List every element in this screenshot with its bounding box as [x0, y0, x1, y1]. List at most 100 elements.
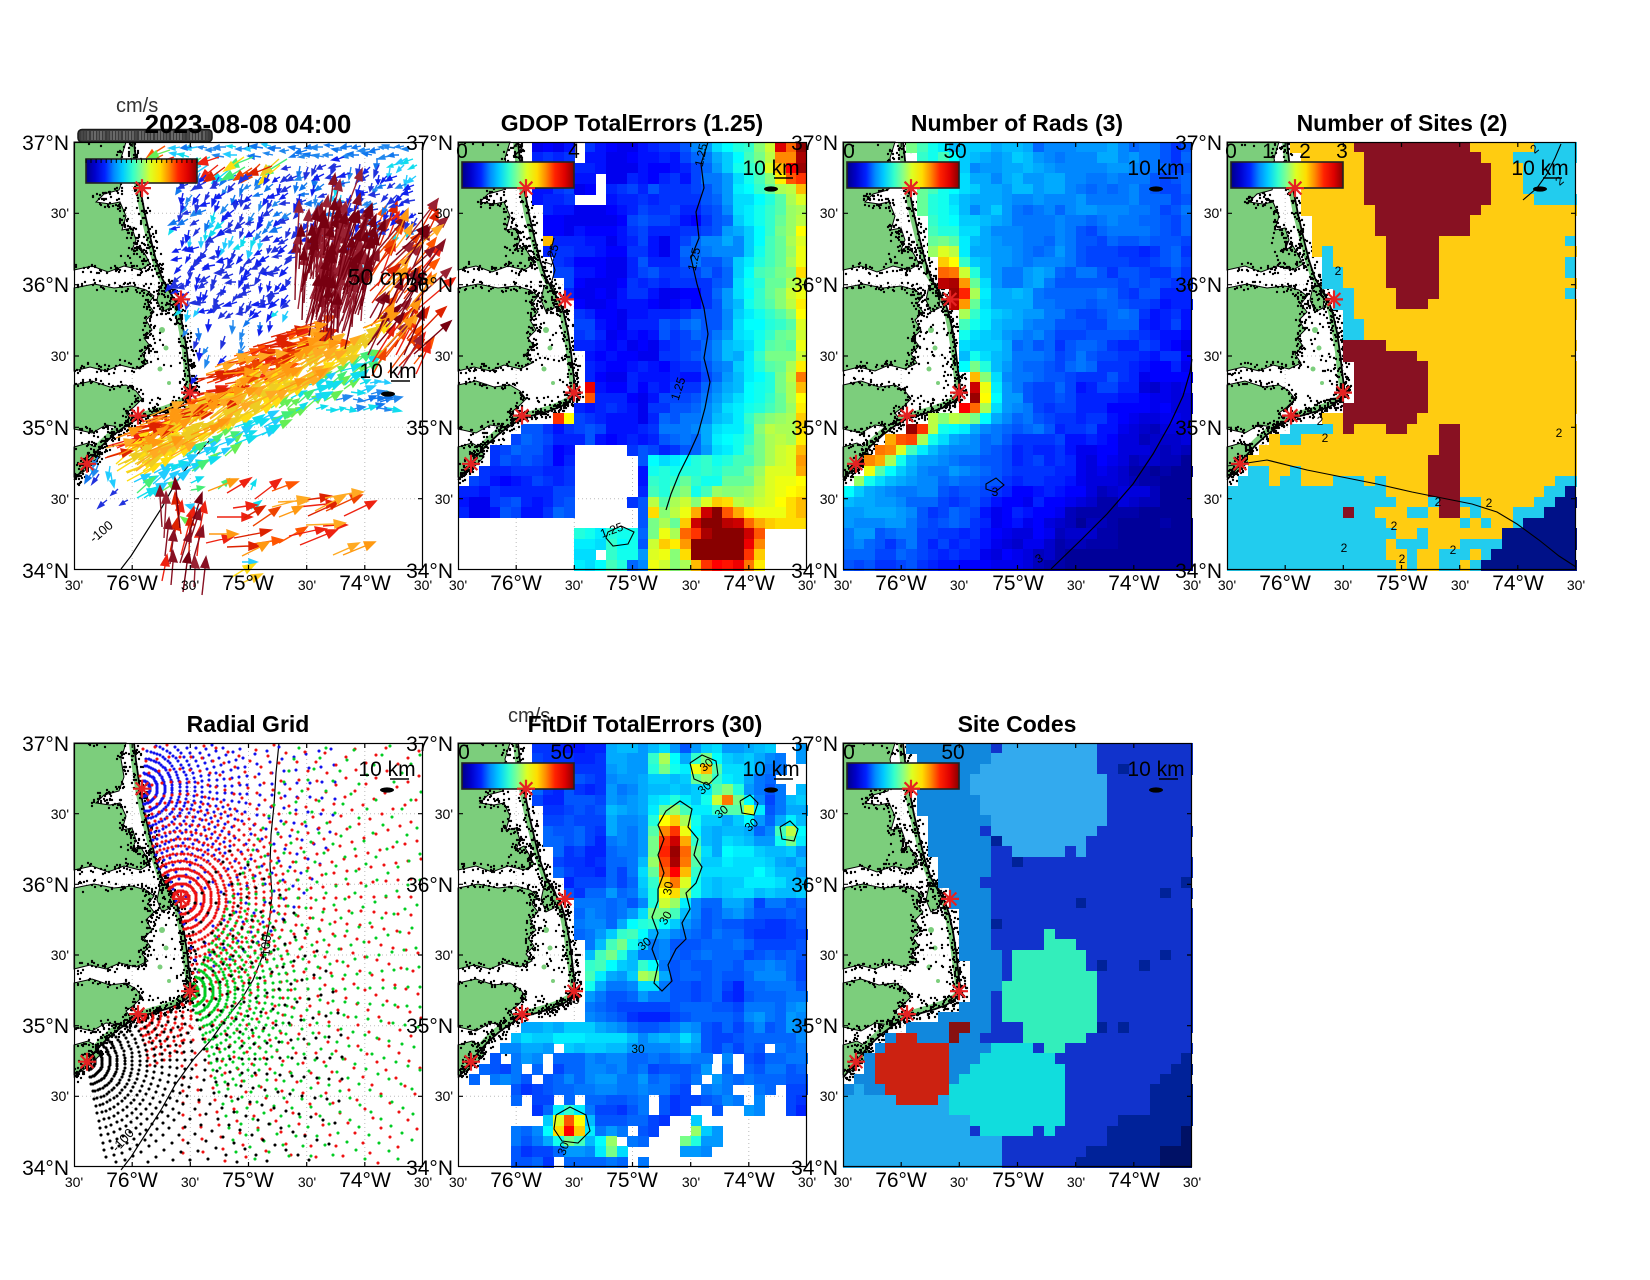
svg-text:36°N: 36°N: [791, 874, 838, 897]
svg-text:30': 30': [1334, 577, 1352, 593]
svg-text:30': 30': [565, 577, 583, 593]
svg-text:30': 30': [51, 491, 69, 507]
svg-text:30': 30': [435, 806, 453, 822]
svg-text:76°W: 76°W: [490, 1169, 542, 1192]
svg-text:34°N: 34°N: [791, 560, 838, 583]
svg-text:10 km: 10 km: [1511, 157, 1568, 180]
svg-text:75°W: 75°W: [222, 1169, 274, 1192]
svg-text:50 cm/s: 50 cm/s: [348, 264, 429, 290]
svg-text:2: 2: [1391, 519, 1398, 533]
svg-text:76°W: 76°W: [490, 572, 542, 595]
svg-text:2: 2: [1322, 431, 1329, 445]
svg-text:75°W: 75°W: [606, 572, 658, 595]
svg-text:30: 30: [554, 1140, 572, 1158]
svg-text:35°N: 35°N: [1175, 417, 1222, 440]
svg-text:30': 30': [820, 205, 838, 221]
svg-text:30: 30: [656, 908, 675, 927]
svg-text:10 km: 10 km: [359, 360, 416, 383]
svg-text:76°W: 76°W: [875, 572, 927, 595]
svg-text:74°W: 74°W: [1108, 1169, 1160, 1192]
svg-text:30': 30': [1183, 1174, 1201, 1190]
svg-text:10 km: 10 km: [742, 758, 799, 781]
svg-text:30': 30': [820, 1088, 838, 1104]
svg-text:1.25: 1.25: [668, 375, 689, 402]
svg-text:30': 30': [51, 205, 69, 221]
svg-text:30': 30': [820, 491, 838, 507]
svg-text:37°N: 37°N: [1175, 132, 1222, 155]
svg-text:30': 30': [51, 806, 69, 822]
svg-text:30': 30': [435, 1088, 453, 1104]
svg-text:30': 30': [298, 1174, 316, 1190]
svg-text:30': 30': [449, 1174, 467, 1190]
svg-text:0: 0: [456, 140, 468, 163]
svg-text:30': 30': [1067, 1174, 1085, 1190]
svg-text:75°W: 75°W: [992, 1169, 1044, 1192]
svg-text:1.25: 1.25: [685, 246, 704, 272]
svg-text:34°N: 34°N: [1175, 560, 1222, 583]
svg-text:30': 30': [298, 577, 316, 593]
svg-text:75°W: 75°W: [992, 572, 1044, 595]
svg-text:cm/s: cm/s: [116, 95, 158, 117]
svg-text:0: 0: [843, 741, 855, 764]
svg-text:50: 50: [941, 741, 964, 764]
svg-text:3: 3: [992, 485, 999, 499]
svg-text:76°W: 76°W: [875, 1169, 927, 1192]
svg-text:37°N: 37°N: [406, 132, 453, 155]
svg-text:75°W: 75°W: [222, 572, 274, 595]
svg-text:30': 30': [1204, 348, 1222, 364]
svg-text:30': 30': [1183, 577, 1201, 593]
svg-text:74°W: 74°W: [1492, 572, 1544, 595]
svg-text:2023-08-08 04:00: 2023-08-08 04:00: [145, 109, 352, 139]
svg-text:1.25: 1.25: [692, 142, 711, 168]
svg-text:30': 30': [1067, 577, 1085, 593]
svg-text:Number of Rads (3): Number of Rads (3): [911, 110, 1123, 136]
svg-text:50: 50: [943, 140, 966, 163]
svg-text:75°W: 75°W: [606, 1169, 658, 1192]
svg-text:2: 2: [1486, 496, 1493, 510]
svg-text:35°N: 35°N: [406, 1015, 453, 1038]
svg-text:30': 30': [51, 947, 69, 963]
svg-text:Site Codes: Site Codes: [958, 711, 1077, 737]
svg-text:74°W: 74°W: [723, 572, 775, 595]
svg-text:Number of Sites (2): Number of Sites (2): [1297, 110, 1508, 136]
svg-text:36°N: 36°N: [22, 874, 69, 897]
svg-text:76°W: 76°W: [1259, 572, 1311, 595]
svg-text:30': 30': [834, 577, 852, 593]
svg-text:30': 30': [435, 947, 453, 963]
svg-text:34°N: 34°N: [406, 1157, 453, 1180]
svg-text:30': 30': [950, 1174, 968, 1190]
svg-text:36°N: 36°N: [406, 874, 453, 897]
svg-text:30: 30: [631, 1042, 645, 1056]
svg-text:10 km: 10 km: [1127, 157, 1184, 180]
svg-text:30': 30': [51, 348, 69, 364]
svg-text:0: 0: [458, 741, 470, 764]
svg-text:30': 30': [435, 491, 453, 507]
svg-text:35°N: 35°N: [791, 1015, 838, 1038]
svg-text:35°N: 35°N: [22, 417, 69, 440]
svg-text:36°N: 36°N: [406, 274, 453, 297]
svg-text:35°N: 35°N: [791, 417, 838, 440]
svg-text:30': 30': [65, 577, 83, 593]
svg-text:30': 30': [181, 1174, 199, 1190]
svg-text:30': 30': [1451, 577, 1469, 593]
svg-text:34°N: 34°N: [406, 560, 453, 583]
svg-text:30': 30': [820, 348, 838, 364]
svg-text:30': 30': [435, 348, 453, 364]
svg-text:-100: -100: [257, 934, 274, 961]
svg-text:30': 30': [51, 1088, 69, 1104]
svg-text:34°N: 34°N: [22, 1157, 69, 1180]
svg-text:0: 0: [1225, 140, 1237, 163]
svg-text:74°W: 74°W: [1108, 572, 1160, 595]
svg-text:30': 30': [820, 947, 838, 963]
svg-text:2: 2: [1450, 543, 1457, 557]
svg-text:36°N: 36°N: [791, 274, 838, 297]
svg-text:2: 2: [1435, 495, 1442, 509]
svg-text:1: 1: [1262, 140, 1274, 163]
svg-text:4: 4: [568, 140, 580, 163]
svg-text:37°N: 37°N: [791, 132, 838, 155]
svg-text:30': 30': [950, 577, 968, 593]
svg-text:74°W: 74°W: [723, 1169, 775, 1192]
svg-text:30': 30': [435, 205, 453, 221]
svg-text:30': 30': [414, 577, 432, 593]
svg-text:2: 2: [1341, 541, 1348, 555]
